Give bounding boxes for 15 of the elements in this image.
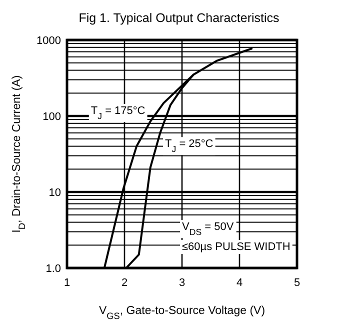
x-tick-label: 3 [178, 277, 186, 289]
annotation: V$_{DS}$ = 50V [182, 221, 234, 237]
x-tick-label: 2 [121, 277, 128, 289]
x-tick-label: 5 [294, 277, 300, 289]
x-axis-title: V$_{GS}$, Gate-to-Source Voltage (V) [98, 305, 266, 320]
annotation: ≤60µs PULSE WIDTH [182, 241, 290, 253]
x-tick-label: 1 [64, 277, 70, 289]
y-tick-label: 10 [48, 187, 61, 199]
y-tick-label: 1.0 [46, 263, 61, 275]
y-tick-label: 100 [42, 111, 61, 123]
annotation: T$_{J}$ = 175°C [90, 104, 146, 121]
annotation: T$_{J}$ = 25°C [165, 138, 214, 154]
chart-title: Fig 1. Typical Output Characteristics [78, 11, 280, 25]
x-tick-label: 4 [236, 277, 243, 289]
y-tick-label: 1000 [36, 35, 61, 47]
